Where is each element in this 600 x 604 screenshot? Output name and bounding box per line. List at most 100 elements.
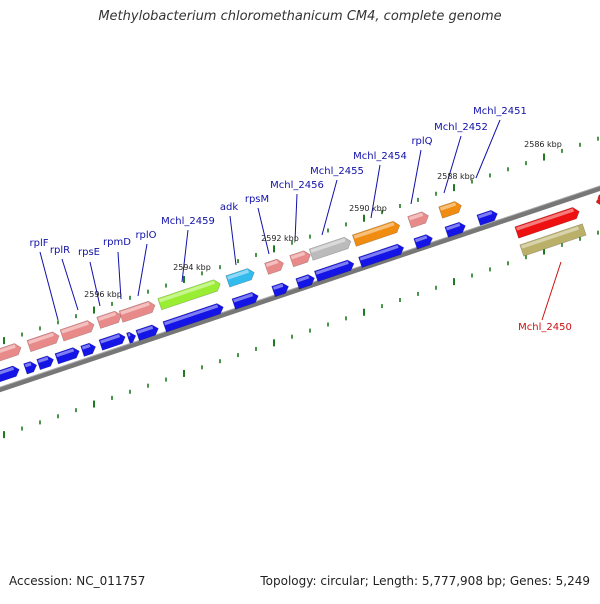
- feature-rpsM[interactable]: [264, 257, 286, 275]
- cds-arrow-3[interactable]: [36, 354, 56, 371]
- feature-Mchl_2455-sheen: [310, 238, 346, 253]
- gene-label-rpmD[interactable]: rpmD: [103, 237, 131, 248]
- cds-arrow-4-shape: [54, 347, 80, 365]
- gene-label-rplO[interactable]: rplO: [135, 230, 156, 241]
- feature-adk-shape: [225, 268, 255, 288]
- cds-arrow-14[interactable]: [358, 242, 405, 268]
- cds-arrow-8[interactable]: [135, 323, 160, 342]
- feature-adk[interactable]: [225, 267, 256, 288]
- feature-Mchl_2459[interactable]: [157, 278, 222, 311]
- genome-backbone: [0, 185, 600, 393]
- gene-label-Mchl_2452[interactable]: Mchl_2452: [434, 122, 488, 133]
- feature-Mchl_2450[interactable]: [514, 206, 581, 239]
- kbp-label: 2594 kbp: [173, 263, 211, 272]
- feature-Mchl_2452-shape: [438, 201, 462, 219]
- feature-rplR[interactable]: [26, 330, 61, 353]
- genome-summary: Topology: circular; Length: 5,777,908 bp…: [260, 574, 590, 588]
- leader-Mchl_2450: [541, 261, 562, 321]
- gene-label-Mchl_2454[interactable]: Mchl_2454: [353, 151, 407, 162]
- leader-Mchl_2459: [181, 229, 189, 283]
- gene-label-rplQ[interactable]: rplQ: [411, 136, 432, 147]
- leader-rplQ: [410, 149, 422, 205]
- gene-label-rplF[interactable]: rplF: [30, 238, 49, 249]
- cds-arrow-12-shape: [295, 274, 315, 290]
- cds-arrow-6[interactable]: [98, 332, 127, 351]
- cds-arrow-12[interactable]: [295, 273, 317, 290]
- feature-rplF-shape: [0, 343, 22, 365]
- cds-arrow-4-sheen: [56, 348, 75, 358]
- feature-rplQ-shape: [407, 211, 429, 229]
- cds-arrow-3-sheen: [37, 356, 49, 363]
- feature-rpsE-shape: [59, 320, 95, 342]
- gene-label-rpsE[interactable]: rpsE: [78, 247, 100, 258]
- cds-arrow-16-sheen: [446, 223, 461, 231]
- leader-adk: [229, 215, 237, 266]
- gene-label-rpsM[interactable]: rpsM: [245, 194, 269, 205]
- feature-Mchl_2456-shape: [289, 250, 311, 268]
- feature-rpmD[interactable]: [96, 309, 124, 329]
- cds-arrow-9-shape: [162, 303, 224, 333]
- feature-rpsE[interactable]: [59, 319, 96, 342]
- feature-Mchl_2455[interactable]: [308, 236, 353, 261]
- feature-Mchl_2456[interactable]: [289, 249, 313, 268]
- leader-rpmD: [117, 251, 122, 300]
- feature-edge-marker-shape: [595, 193, 600, 207]
- feature-Mchl_2450-gene[interactable]: [519, 223, 587, 257]
- feature-rpsM-shape: [264, 258, 284, 275]
- cds-arrow-11-shape: [271, 282, 289, 298]
- cds-arrow-15-shape: [413, 234, 433, 250]
- cds-arrow-7[interactable]: [126, 331, 137, 344]
- gene-label-Mchl_2459[interactable]: Mchl_2459: [161, 216, 215, 227]
- feature-rplF[interactable]: [0, 342, 23, 365]
- cds-arrow-14-shape: [358, 243, 405, 268]
- feature-Mchl_2454[interactable]: [351, 220, 401, 247]
- gene-label-Mchl_2451[interactable]: Mchl_2451: [473, 106, 527, 117]
- gene-label-Mchl_2456[interactable]: Mchl_2456: [270, 180, 324, 191]
- cds-arrow-2-sheen: [24, 362, 32, 368]
- feature-rplF-sheen: [0, 344, 16, 357]
- cds-arrow-6-shape: [98, 332, 126, 351]
- cds-arrow-4[interactable]: [54, 346, 81, 365]
- feature-Mchl_2454-sheen: [353, 222, 395, 239]
- kbp-label: 2590 kbp: [349, 204, 387, 213]
- cds-arrow-15[interactable]: [413, 233, 435, 250]
- cds-arrow-1[interactable]: [0, 364, 21, 385]
- cds-arrow-13-shape: [313, 259, 355, 282]
- cds-arrow-3-shape: [36, 355, 54, 371]
- leader-Mchl_2455: [321, 179, 338, 236]
- feature-Mchl_2455-shape: [308, 236, 352, 261]
- feature-rplO[interactable]: [118, 300, 157, 323]
- feature-rplQ[interactable]: [407, 210, 431, 229]
- cds-arrow-11[interactable]: [271, 281, 291, 298]
- cds-arrow-16[interactable]: [444, 221, 467, 238]
- gene-label-rplR[interactable]: rplR: [50, 245, 70, 256]
- kbp-labels: 2586 kbp 2588 kbp 2590 kbp 2592 kbp 2594 kbp…: [84, 140, 562, 299]
- cds-arrow-6-sheen: [100, 334, 121, 344]
- cds-arrow-5[interactable]: [80, 342, 98, 357]
- cds-arrow-13[interactable]: [313, 258, 355, 282]
- feature-rpmD-shape: [96, 310, 122, 329]
- cds-arrow-10-sheen: [233, 293, 254, 303]
- kbp-label: 2588 kbp: [437, 172, 475, 181]
- cds-arrow-9[interactable]: [162, 302, 225, 333]
- leader-rpsM: [257, 207, 270, 255]
- gene-label-Mchl_2450[interactable]: Mchl_2450: [518, 322, 572, 333]
- cds-arrow-10[interactable]: [231, 291, 260, 310]
- gene-label-adk[interactable]: adk: [220, 202, 238, 213]
- feature-track: [0, 193, 600, 365]
- feature-rplO-shape: [118, 300, 156, 323]
- feature-Mchl_2459-shape: [157, 279, 221, 311]
- cds-arrow-1-shape: [0, 365, 20, 385]
- cds-arrow-5-sheen: [81, 344, 91, 350]
- cds-arrow-17[interactable]: [476, 209, 499, 226]
- cds-arrow-5-shape: [80, 342, 97, 357]
- feature-Mchl_2450-shape: [514, 207, 580, 239]
- feature-Mchl_2452[interactable]: [438, 200, 464, 219]
- feature-edge-marker[interactable]: [594, 193, 600, 208]
- gene-label-Mchl_2455[interactable]: Mchl_2455: [310, 166, 364, 177]
- feature-rplQ-sheen: [408, 212, 424, 221]
- cds-arrow-2[interactable]: [23, 360, 39, 375]
